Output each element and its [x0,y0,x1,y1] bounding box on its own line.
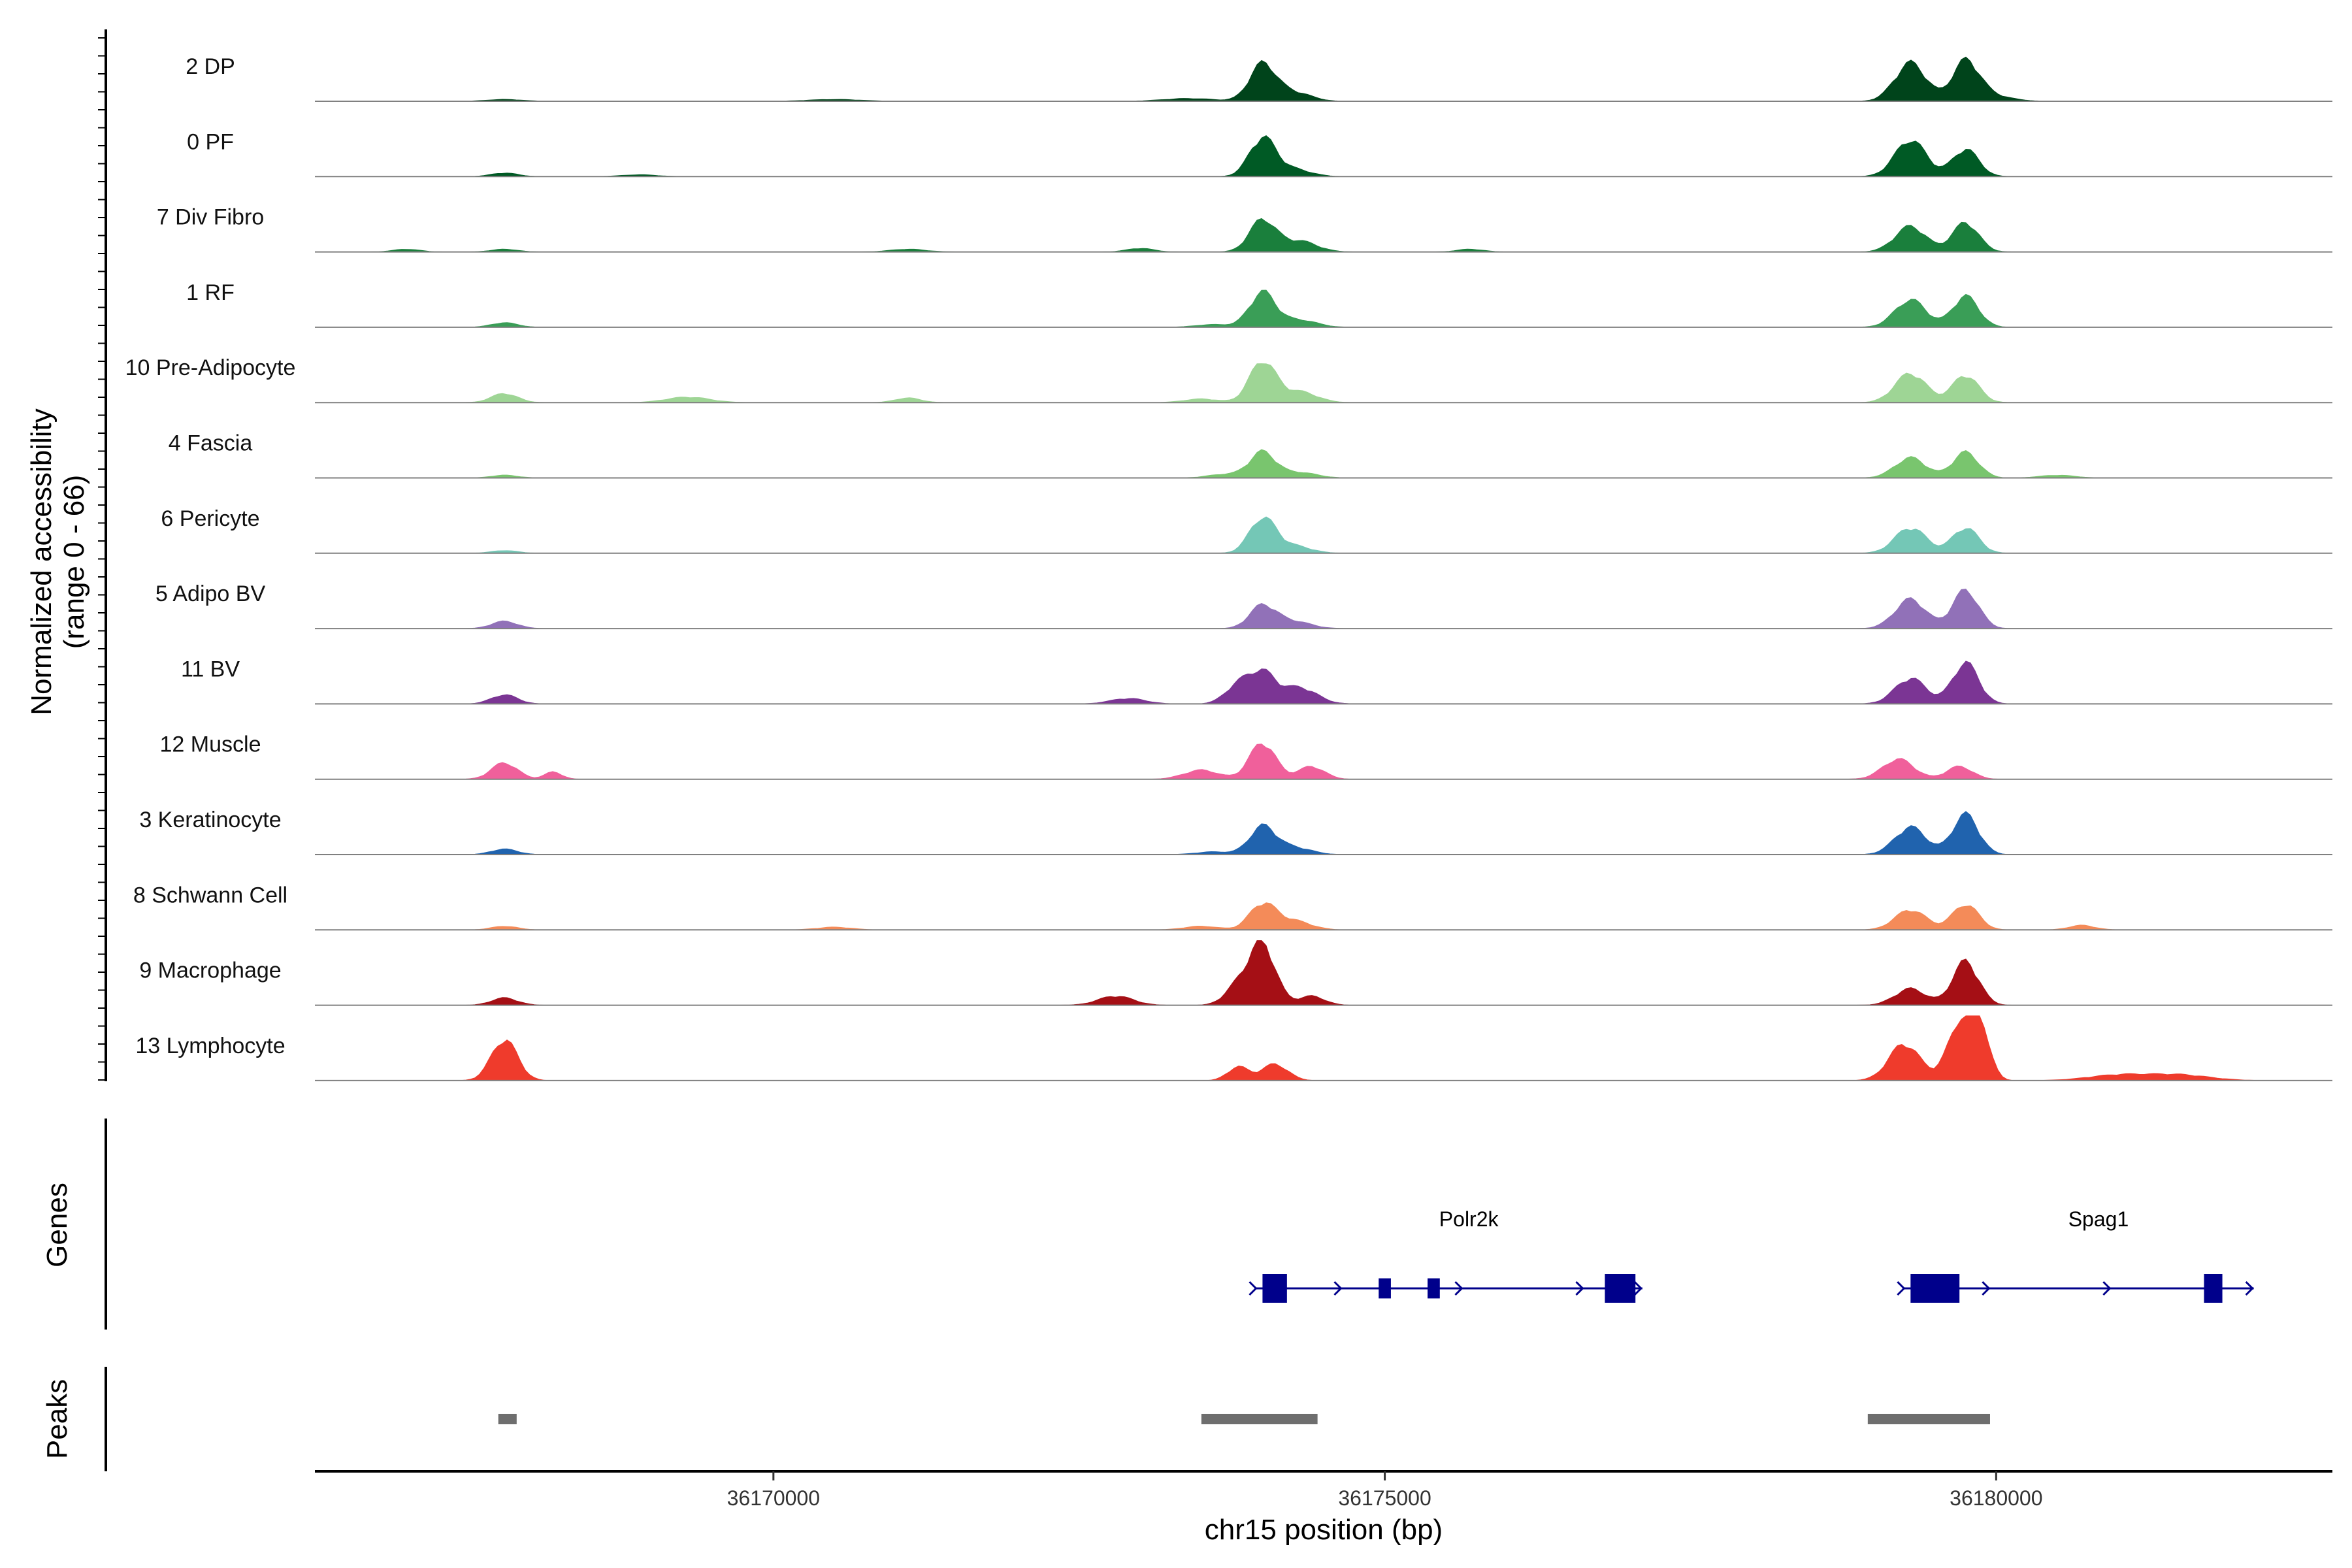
coverage-area [315,289,2332,328]
x-tick-label: 36175000 [1338,1486,1431,1510]
coverage-track: 13 Lymphocyte [135,1015,2332,1081]
coverage-track: 1 RF [186,280,2332,328]
exon-block [1910,1274,1960,1303]
peak-region [1867,1414,1990,1424]
track-label: 6 Pericyte [161,506,259,531]
coverage-area [315,516,2332,554]
y-axis-title-line1: Normalized accessibility [25,408,57,715]
y-axis-title: Normalized accessibility (range 0 - 66) [25,408,90,715]
coverage-track: 2 DP [186,54,2332,102]
x-axis-title: chr15 position (bp) [1205,1514,1443,1546]
genes-panel: Genes Polr2k Spag1 [41,1119,2254,1330]
track-label: 2 DP [186,54,235,79]
track-label: 10 Pre-Adipocyte [125,355,296,380]
peaks-panel-label: Peaks [41,1379,73,1459]
strand-arrow [1897,1281,1906,1296]
coverage-track: 11 BV [181,657,2332,705]
coverage-track: 0 PF [187,129,2332,178]
strand-arrow [1249,1281,1258,1296]
peak-region [498,1414,517,1424]
track-label: 9 Macrophage [139,958,281,983]
track-label: 4 Fascia [169,431,253,456]
track-label: 1 RF [186,280,235,305]
track-label: 13 Lymphocyte [135,1034,285,1058]
coverage-track: 5 Adipo BV [155,581,2332,630]
coverage-track: 9 Macrophage [139,940,2332,1006]
x-tick-label: 36180000 [1950,1486,2042,1510]
gene-label: Spag1 [2068,1207,2129,1231]
genes-panel-label: Genes [41,1183,73,1267]
strand-arrow [1982,1281,1991,1296]
coverage-track: 4 Fascia [169,431,2332,479]
coverage-track: 3 Keratinocyte [139,808,2332,855]
strand-arrow [1333,1281,1343,1296]
exon-block [1605,1274,1636,1303]
x-tick-label: 36170000 [727,1486,820,1510]
track-label: 8 Schwann Cell [133,883,287,907]
coverage-area [315,940,2332,1006]
track-label: 7 Div Fibro [157,205,264,230]
track-label: 5 Adipo BV [155,581,266,606]
strand-arrow [1454,1281,1463,1296]
x-axis: 36170000 36175000 36180000 chr15 position (… [315,1470,2332,1546]
strand-arrow [1633,1281,1643,1296]
y-axis-title-line2: (range 0 - 66) [58,475,90,649]
peak-region [1201,1414,1318,1424]
gene: Polr2k [1249,1207,1643,1303]
gene: Spag1 [1897,1207,2254,1303]
y-axis-rule [98,29,107,1081]
track-label: 3 Keratinocyte [139,808,281,832]
track-label: 11 BV [181,657,240,681]
coverage-area [315,135,2332,177]
coverage-area [315,743,2332,780]
exon-block [1262,1274,1287,1303]
track-label: 12 Muscle [160,732,261,757]
coverage-area [315,56,2332,102]
coverage-area [315,449,2332,478]
peaks-panel: Peaks [41,1367,1990,1471]
coverage-area [315,902,2332,930]
coverage-area [315,661,2332,704]
coverage-track: 10 Pre-Adipocyte [125,355,2332,404]
coverage-track: 7 Div Fibro [157,205,2332,253]
exon-block [1379,1278,1391,1299]
track-label: 0 PF [187,129,234,154]
gene-label: Polr2k [1439,1207,1499,1231]
coverage-tracks: 2 DP 0 PF 7 Div Fibro 1 RF 10 Pre-Adipocyte 4… [125,54,2332,1081]
coverage-area [315,1015,2332,1081]
coverage-area [315,811,2332,855]
coverage-area [315,589,2332,629]
exon-block [2204,1274,2223,1303]
strand-arrow [2245,1281,2254,1296]
coverage-area [315,363,2332,403]
strand-arrow [1575,1281,1584,1296]
strand-arrow [2102,1281,2112,1296]
coverage-track: 8 Schwann Cell [133,883,2332,931]
coverage-area [315,218,2332,253]
coverage-track: 12 Muscle [160,732,2332,780]
exon-block [1428,1278,1440,1299]
coverage-track: 6 Pericyte [161,506,2332,554]
